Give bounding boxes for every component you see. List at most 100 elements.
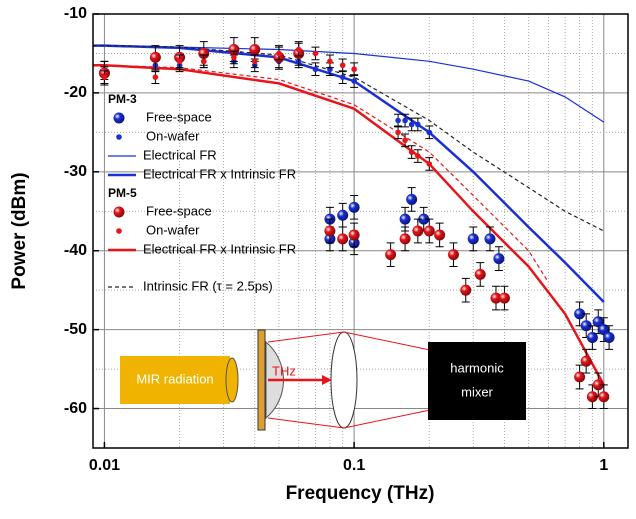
data-point: [395, 117, 401, 124]
data-point: [412, 225, 424, 237]
legend-label: On-wafer: [146, 222, 200, 237]
y-tick-label: -10: [64, 5, 87, 22]
data-point: [101, 74, 108, 80]
data-point: [434, 229, 446, 241]
data-point: [592, 379, 604, 391]
lens: [330, 331, 358, 429]
legend-marker: [113, 112, 125, 124]
legend-group: PM-5: [108, 186, 137, 200]
plot-frame: [92, 13, 629, 449]
data-point: [152, 74, 159, 80]
data-point: [586, 332, 598, 344]
data-point: [580, 355, 592, 367]
wafer: [257, 329, 266, 431]
mixer-box: [428, 342, 526, 420]
legend-label: Free-space: [146, 109, 212, 124]
series-line: [93, 45, 605, 232]
data-point: [423, 225, 435, 237]
data-point: [231, 54, 237, 61]
data-point: [490, 292, 502, 304]
y-tick-label: -60: [64, 400, 87, 417]
data-point: [337, 209, 349, 221]
data-point: [408, 149, 415, 155]
annotation: THz: [272, 363, 296, 378]
legend-label: Intrinsic FR (τ = 2.5ps): [143, 278, 273, 293]
data-point: [592, 316, 604, 328]
legend-marker: [116, 228, 122, 234]
annotation: MIR radiation: [136, 371, 213, 386]
data-point: [402, 117, 408, 124]
data-point: [406, 193, 418, 205]
data-point: [415, 153, 421, 159]
legend-group: PM-3: [108, 92, 137, 106]
arrow-head: [322, 375, 332, 385]
series-line: [93, 64, 549, 283]
data-point: [339, 74, 346, 80]
beam: [267, 331, 431, 429]
data-point: [327, 58, 333, 65]
y-tick-label: -30: [64, 163, 87, 180]
data-point: [415, 121, 421, 128]
data-point: [447, 249, 459, 261]
x-tick-label: 0.01: [89, 457, 120, 474]
data-point: [249, 44, 261, 56]
legend-label: Electrical FR: [143, 147, 217, 162]
legend-label: Electrical FR x Intrinsic FR: [143, 241, 296, 256]
data-point: [339, 62, 346, 69]
data-point: [493, 253, 505, 265]
data-point: [586, 391, 598, 403]
legend-label: Free-space: [146, 203, 212, 218]
data-point: [228, 44, 240, 56]
data-point: [598, 391, 610, 403]
data-point: [198, 47, 210, 59]
legend-label: Electrical FR x Intrinsic FR: [143, 166, 296, 181]
data-point: [312, 50, 319, 57]
data-point: [467, 233, 479, 245]
data-point: [149, 51, 161, 63]
data-point: [399, 233, 411, 245]
series-line: [93, 64, 605, 386]
data-point: [598, 324, 610, 336]
data-point: [351, 78, 357, 84]
data-point: [574, 371, 586, 383]
legend-marker: [116, 134, 122, 140]
data-point: [348, 201, 360, 213]
data-point: [418, 213, 430, 225]
legend-marker: [113, 206, 125, 218]
data-point: [337, 233, 349, 245]
data-point: [460, 284, 472, 296]
x-tick-label: 1: [599, 457, 608, 474]
data-point: [176, 58, 183, 65]
data-point: [402, 137, 408, 144]
data-point: [385, 249, 397, 261]
data-point: [603, 332, 615, 344]
data-point: [348, 229, 360, 241]
data-point: [498, 292, 510, 304]
data-point: [574, 308, 586, 320]
data-point: [408, 121, 415, 128]
y-tick-label: -20: [64, 84, 87, 101]
data-point: [295, 46, 302, 53]
data-point: [484, 233, 496, 245]
data-point: [324, 225, 336, 237]
data-point: [312, 66, 319, 73]
data-point: [474, 268, 486, 280]
data-point: [399, 213, 411, 225]
source-box: [120, 356, 230, 404]
legend-label: On-wafer: [146, 128, 200, 143]
data-point: [276, 50, 282, 57]
data-point: [426, 129, 433, 136]
inset-diagram: MIR radiation THz harmonic mixer: [120, 329, 526, 431]
data-point: [395, 129, 401, 136]
data-point: [426, 161, 433, 167]
annotation: harmonic: [450, 360, 504, 375]
y-tick-label: -40: [64, 242, 87, 259]
data-point: [351, 66, 357, 73]
y-tick-label: -50: [64, 321, 87, 338]
source-lens: [225, 357, 239, 403]
y-axis-title: Power (dBm): [9, 172, 30, 289]
x-axis-title: Frequency (THz): [286, 483, 435, 504]
x-tick-label: 0.1: [343, 457, 365, 474]
annotation: mixer: [461, 384, 493, 399]
